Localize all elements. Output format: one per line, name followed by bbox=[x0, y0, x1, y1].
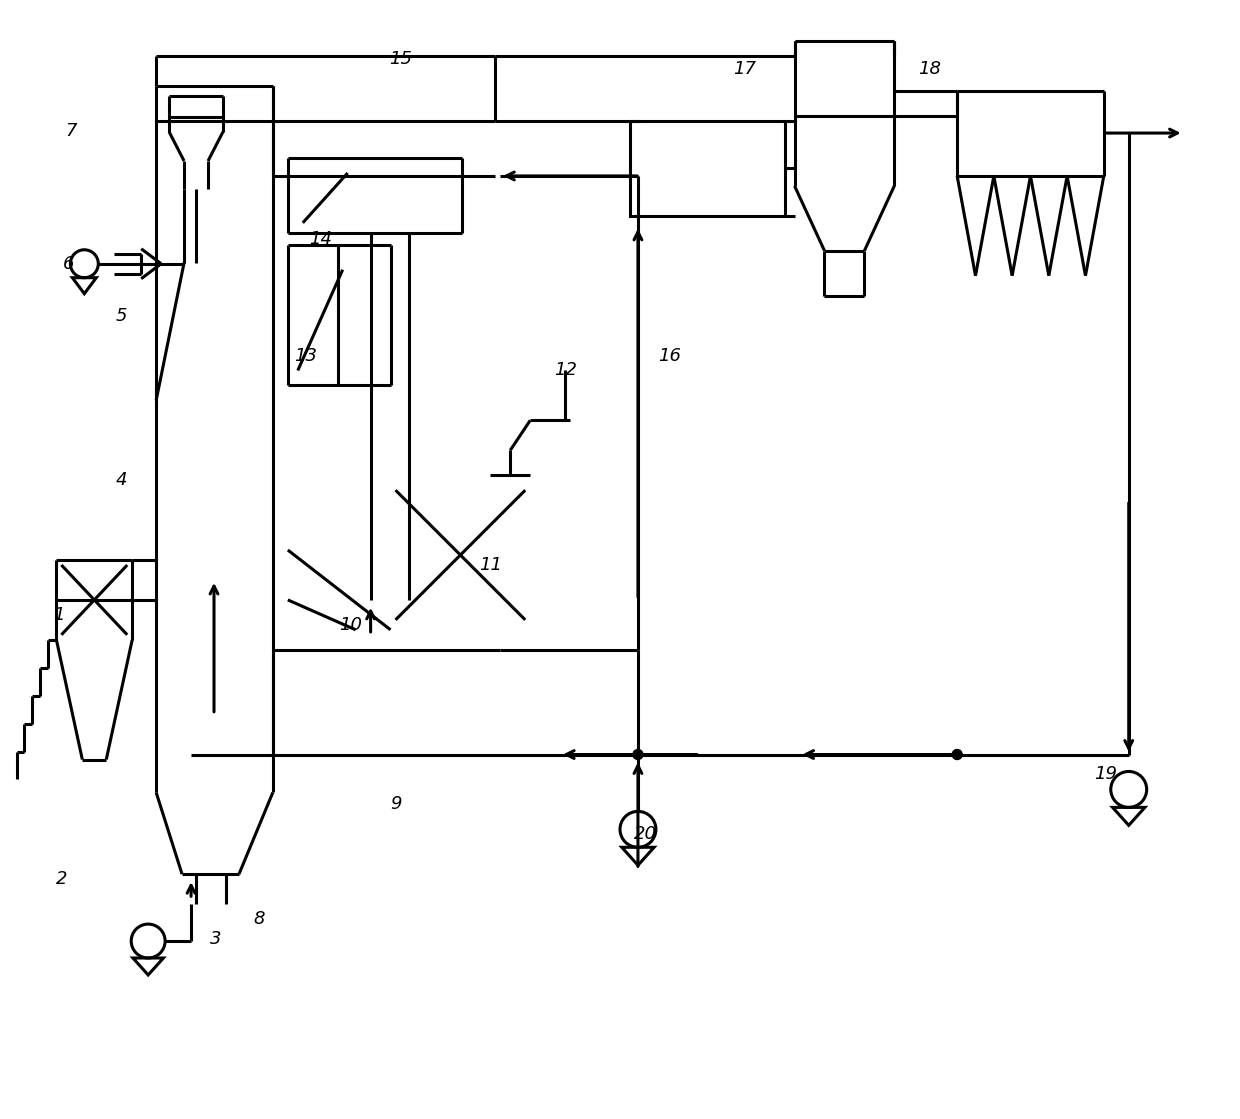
Circle shape bbox=[952, 750, 962, 760]
Text: 18: 18 bbox=[918, 60, 941, 78]
Bar bbox=[642, 125, 660, 211]
Text: 5: 5 bbox=[115, 307, 126, 325]
Text: 11: 11 bbox=[479, 556, 502, 574]
Text: 2: 2 bbox=[56, 871, 67, 888]
Bar bbox=[725, 125, 744, 211]
Bar bbox=[754, 125, 771, 211]
Bar bbox=[670, 125, 688, 211]
Text: 19: 19 bbox=[1094, 765, 1117, 783]
Bar bbox=[630, 121, 785, 216]
Text: 15: 15 bbox=[389, 50, 412, 68]
Text: 6: 6 bbox=[63, 255, 74, 273]
Text: 1: 1 bbox=[52, 605, 64, 624]
Text: 7: 7 bbox=[66, 122, 77, 140]
Text: 13: 13 bbox=[294, 347, 317, 365]
Text: 8: 8 bbox=[253, 910, 264, 928]
Text: 17: 17 bbox=[733, 60, 756, 78]
Text: 14: 14 bbox=[309, 229, 332, 247]
Text: 3: 3 bbox=[211, 930, 222, 948]
Bar bbox=[698, 125, 715, 211]
Text: 4: 4 bbox=[115, 471, 126, 489]
Text: 16: 16 bbox=[658, 347, 681, 365]
Text: 20: 20 bbox=[634, 826, 656, 844]
Text: 10: 10 bbox=[340, 615, 362, 633]
Circle shape bbox=[632, 750, 644, 760]
Text: 12: 12 bbox=[553, 361, 577, 379]
Text: 9: 9 bbox=[389, 796, 402, 814]
